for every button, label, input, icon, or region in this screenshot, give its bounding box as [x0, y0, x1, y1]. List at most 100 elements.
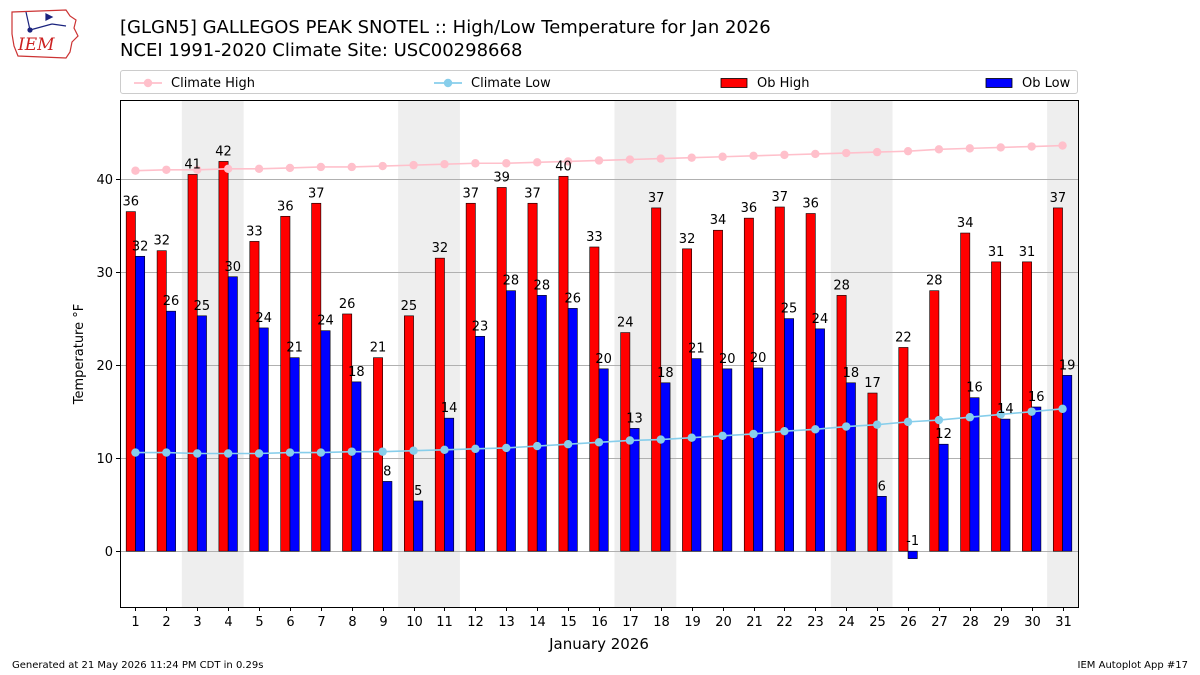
ob-high-label: 42 [215, 144, 232, 159]
ob-low-bar [1062, 375, 1073, 552]
chart-legend: Climate High Climate Low Ob High Ob Low [120, 70, 1078, 94]
ob-low-label: 30 [225, 260, 242, 275]
ob-high-bar [991, 261, 1002, 552]
x-tick-label: 24 [838, 615, 855, 630]
climate-high-point [687, 153, 696, 162]
ob-high-label: 22 [895, 330, 912, 345]
ob-high-bar [342, 313, 353, 552]
x-tick-label: 16 [591, 615, 608, 630]
x-tick-label: 13 [498, 615, 515, 630]
legend-label: Ob Low [1022, 75, 1071, 91]
ob-low-bar [413, 500, 424, 552]
climate-low-point [965, 413, 975, 422]
climate-high-point [1058, 141, 1067, 150]
ob-low-label: 26 [163, 294, 180, 309]
legend-label: Climate Low [471, 75, 551, 91]
ob-low-label: 14 [997, 402, 1014, 417]
ob-high-label: 37 [772, 190, 789, 205]
ob-high-label: 24 [617, 316, 634, 331]
ob-low-bar [845, 382, 856, 552]
legend-swatch [434, 78, 462, 88]
ob-low-label: 13 [626, 411, 643, 426]
ob-low-bar [227, 276, 238, 552]
climate-low-point [903, 417, 913, 427]
climate-high-point [996, 143, 1005, 152]
climate-low-point [1058, 404, 1067, 414]
ob-low-label: 8 [383, 464, 391, 479]
ob-low-bar [722, 368, 733, 552]
climate-high-point [563, 157, 573, 166]
climate-low-point [131, 448, 140, 457]
ob-low-label: 20 [750, 351, 767, 366]
ob-low-label: 26 [564, 291, 581, 306]
ob-low-bar [166, 310, 176, 552]
y-tick-label: 20 [96, 359, 113, 374]
ob-low-label: 23 [472, 319, 489, 334]
ob-high-label: 36 [123, 195, 140, 210]
ob-high-bar [867, 392, 878, 552]
climate-low-point [872, 420, 882, 429]
x-tick-label: 3 [193, 615, 201, 630]
ob-high-bar [898, 347, 909, 552]
ob-high-bar [1022, 261, 1032, 552]
climate-high-point [131, 166, 140, 175]
page-subtitle: NCEI 1991-2020 Climate Site: USC00298668 [120, 40, 523, 61]
ob-low-label: 20 [719, 352, 736, 367]
ob-low-label: 28 [534, 278, 551, 293]
ob-high-bar [434, 257, 445, 552]
y-axis-label: Temperature °F [72, 304, 87, 405]
x-tick-label: 11 [436, 615, 453, 630]
ob-low-label: 18 [348, 365, 365, 380]
x-tick-label: 5 [255, 615, 263, 630]
ob-high-label: 28 [833, 278, 850, 293]
ob-low-bar [969, 397, 980, 552]
climate-high-point [502, 159, 511, 168]
climate-high-point [872, 147, 882, 157]
ob-high-bar [713, 229, 723, 552]
climate-low-point [718, 431, 727, 441]
climate-low-point [842, 422, 851, 431]
x-tick-label: 4 [224, 615, 232, 630]
ob-high-bar [774, 206, 785, 552]
ob-low-bar [876, 495, 887, 552]
legend-entry: Climate High [133, 74, 255, 92]
climate-high-point [1027, 142, 1036, 151]
ob-high-label: 37 [524, 186, 541, 201]
ob-high-bar [249, 241, 260, 552]
ob-high-label: 40 [555, 159, 572, 174]
ob-high-bar [743, 217, 754, 552]
climate-high-point [656, 154, 666, 163]
ob-high-bar [682, 248, 693, 552]
ob-high-bar [280, 215, 291, 552]
x-tick-label: 1 [131, 615, 139, 630]
ob-high-label: 41 [184, 157, 201, 172]
ob-low-bar [753, 367, 764, 552]
ob-low-label: 18 [657, 366, 674, 381]
ob-low-label: 25 [194, 299, 211, 314]
ob-low-bar [815, 328, 825, 552]
climate-high-point [718, 152, 727, 161]
climate-low-point [594, 438, 604, 447]
climate-low-point [625, 436, 635, 445]
climate-low-point [811, 425, 820, 434]
ob-low-bar [135, 255, 146, 552]
climate-high-point [347, 162, 356, 172]
climate-high-point [780, 150, 789, 160]
ob-high-label: 37 [462, 186, 479, 201]
climate-low-point [687, 433, 696, 442]
ob-low-bar [320, 330, 331, 552]
climate-low-point [378, 447, 387, 456]
climate-high-point [193, 165, 202, 174]
ob-low-bar [1000, 418, 1011, 552]
climate-high-point [285, 163, 295, 173]
climate-high-point [378, 161, 387, 171]
x-tick-label: 9 [379, 615, 387, 630]
ob-high-bar [187, 174, 198, 552]
climate-low-point [563, 440, 573, 449]
legend-entry: Climate Low [433, 74, 551, 92]
ob-high-label: 37 [648, 191, 665, 206]
ob-low-label: 20 [595, 352, 612, 367]
climate-high-point [440, 159, 449, 169]
ob-low-bar [536, 295, 547, 552]
